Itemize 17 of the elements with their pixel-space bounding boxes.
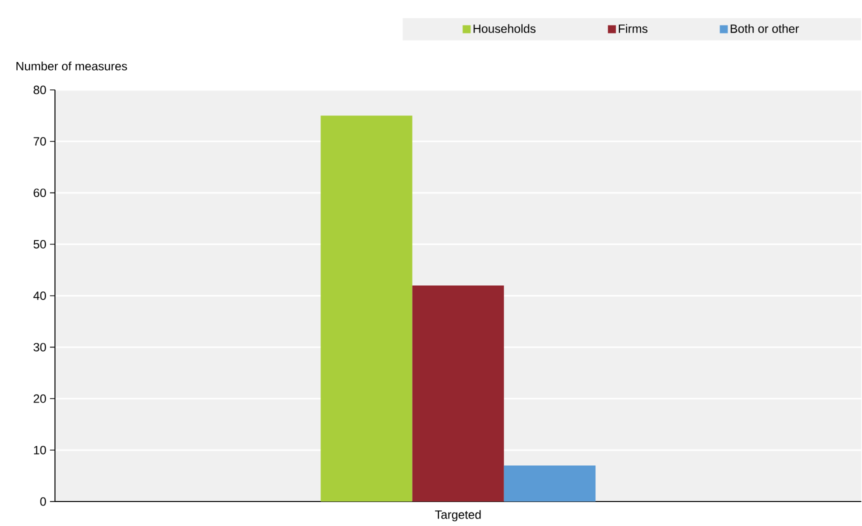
y-axis-title: Number of measures xyxy=(16,62,128,71)
y-tick-label: 60 xyxy=(34,188,46,198)
y-tick-label: 40 xyxy=(33,292,46,300)
bar xyxy=(412,286,504,502)
y-tick-label: 30 xyxy=(34,343,46,352)
x-tick-label: Targeted xyxy=(435,510,481,522)
bar xyxy=(504,466,596,502)
y-tick-label: 70 xyxy=(34,137,46,146)
legend-label: Firms xyxy=(618,24,648,34)
y-tick-label: 20 xyxy=(34,394,46,404)
y-tick-label: 10 xyxy=(34,446,46,455)
y-tick-label: 80 xyxy=(34,86,46,94)
legend-label: Both or other xyxy=(730,24,799,34)
y-tick-label: 50 xyxy=(34,240,46,249)
y-tick-label: 0 xyxy=(40,498,46,506)
bar xyxy=(320,116,412,502)
legend-label: Households xyxy=(474,24,536,34)
